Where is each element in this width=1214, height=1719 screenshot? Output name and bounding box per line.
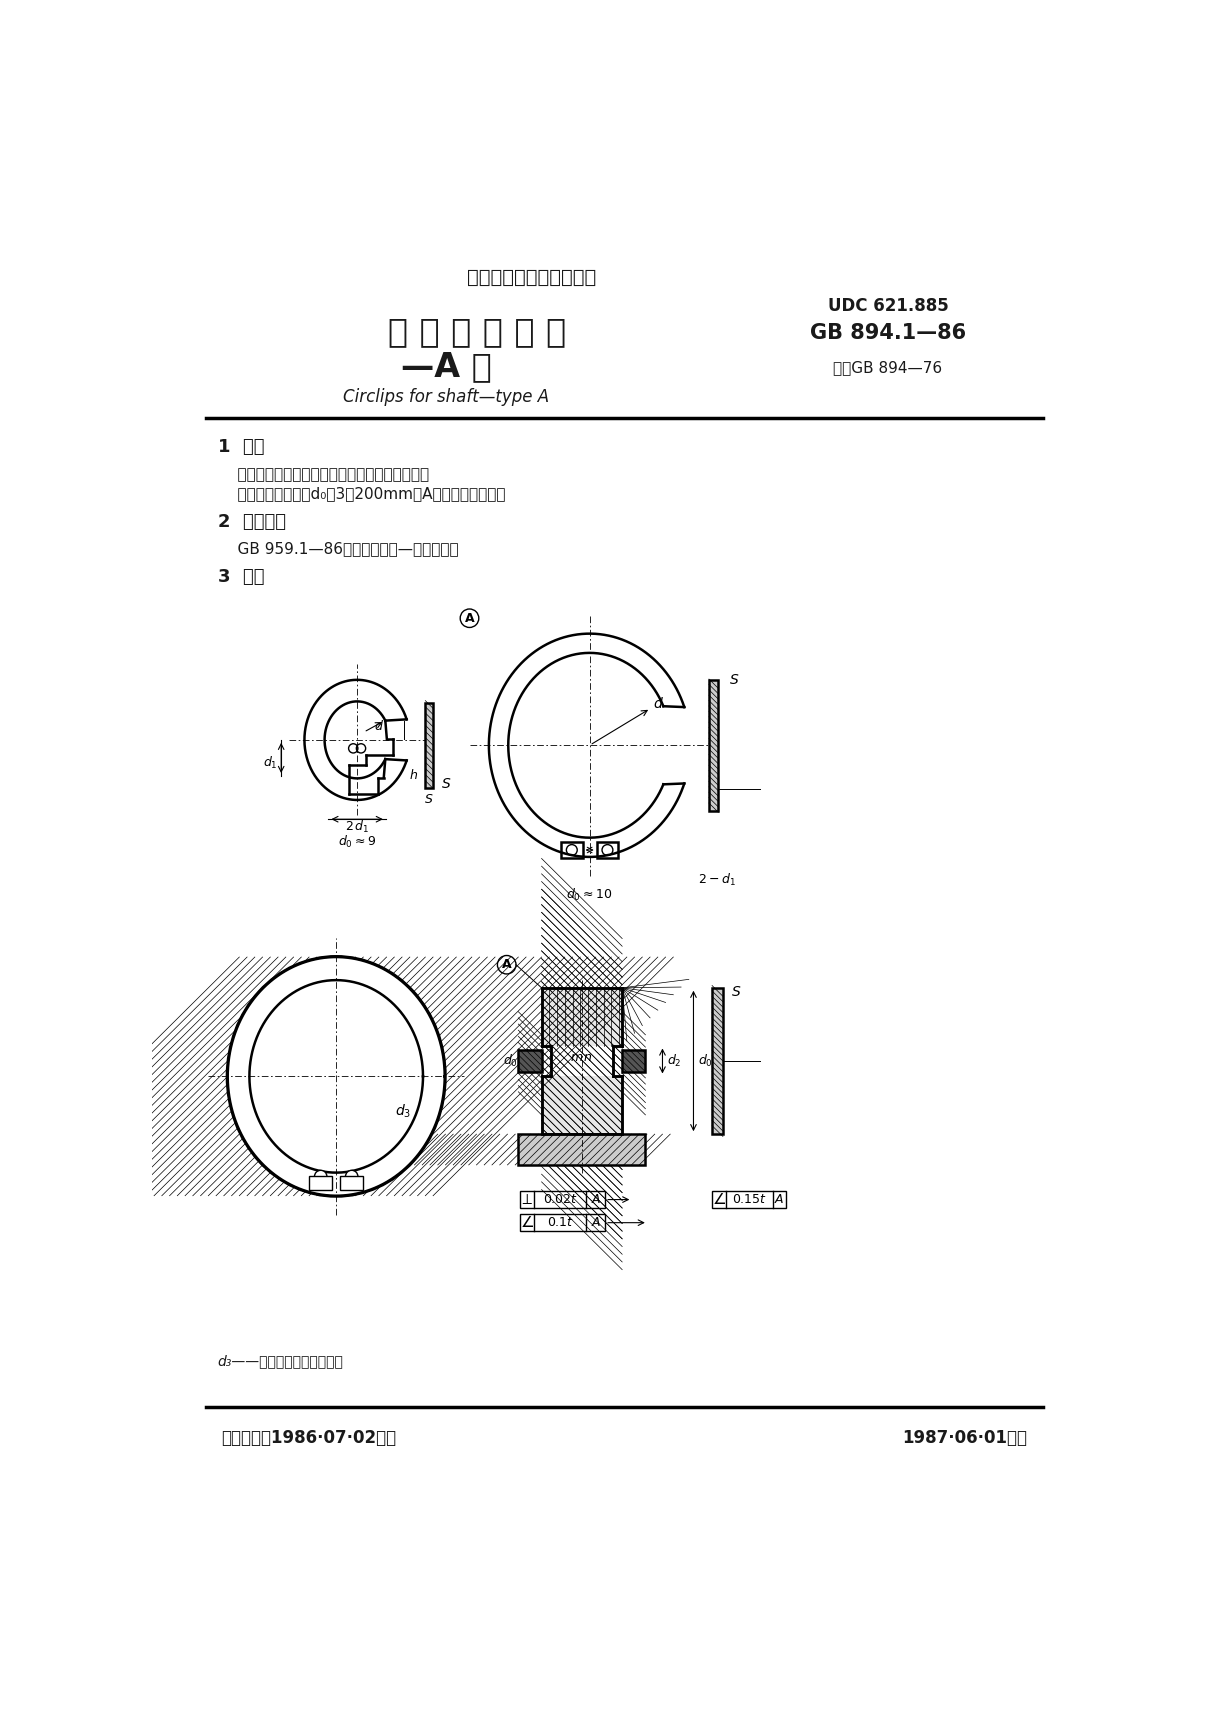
Text: 国家标准尀1986·07·02发布: 国家标准尀1986·07·02发布 bbox=[221, 1428, 397, 1447]
Text: $d_0$: $d_0$ bbox=[504, 1054, 518, 1069]
Bar bbox=[541, 988, 623, 1045]
Text: $S$: $S$ bbox=[441, 777, 452, 791]
Text: $0.02t$: $0.02t$ bbox=[543, 1193, 578, 1207]
Text: $d_0$: $d_0$ bbox=[698, 1054, 713, 1069]
Text: d₃——允许套入的最小孔径。: d₃——允许套入的最小孔径。 bbox=[217, 1355, 344, 1368]
Bar bbox=[425, 703, 433, 787]
Text: $d_1$: $d_1$ bbox=[262, 755, 277, 772]
Bar bbox=[310, 1176, 333, 1190]
Wedge shape bbox=[228, 968, 444, 1184]
Text: 3  尺寸: 3 尺寸 bbox=[217, 569, 265, 586]
Circle shape bbox=[346, 1171, 358, 1183]
Text: $A$: $A$ bbox=[591, 1215, 601, 1229]
Bar bbox=[541, 1076, 623, 1135]
Text: 代替GB 894—76: 代替GB 894—76 bbox=[834, 361, 942, 375]
Text: $0.15t$: $0.15t$ bbox=[732, 1193, 767, 1207]
Text: $0.1t$: $0.1t$ bbox=[546, 1215, 574, 1229]
Text: $n$: $n$ bbox=[583, 1050, 592, 1064]
Text: $S$: $S$ bbox=[730, 672, 739, 688]
Text: UDC 621.885: UDC 621.885 bbox=[828, 297, 948, 315]
Text: 本标准适用于在轴上固定零（部）件用的挡圈。: 本标准适用于在轴上固定零（部）件用的挡圈。 bbox=[217, 468, 429, 481]
Text: 本标准规定了轴径d₀＝3～200mm的A型轴用弹性挡圈。: 本标准规定了轴径d₀＝3～200mm的A型轴用弹性挡圈。 bbox=[217, 486, 505, 500]
Text: A: A bbox=[465, 612, 475, 624]
Text: $S$: $S$ bbox=[732, 985, 742, 999]
Text: $2-d_1$: $2-d_1$ bbox=[698, 872, 736, 889]
Text: GB 894.1—86: GB 894.1—86 bbox=[810, 323, 966, 344]
Text: $A$: $A$ bbox=[591, 1193, 601, 1207]
Text: $d_3$: $d_3$ bbox=[396, 1104, 412, 1121]
Text: —A 型: —A 型 bbox=[401, 351, 492, 383]
Text: $\angle$: $\angle$ bbox=[713, 1191, 726, 1207]
Text: $\angle$: $\angle$ bbox=[520, 1215, 534, 1231]
Bar bbox=[561, 842, 583, 858]
Bar bbox=[713, 1191, 785, 1208]
Text: $\perp$: $\perp$ bbox=[520, 1191, 534, 1207]
Bar bbox=[518, 1135, 646, 1165]
Bar bbox=[596, 842, 618, 858]
Bar bbox=[713, 988, 722, 1135]
Text: $2\,d_1$: $2\,d_1$ bbox=[345, 818, 369, 835]
Text: A: A bbox=[501, 957, 511, 971]
Bar bbox=[520, 1214, 605, 1231]
Ellipse shape bbox=[266, 997, 405, 1155]
Text: 1  引言: 1 引言 bbox=[217, 438, 265, 456]
Text: GB 959.1—86挡圈技术条件—弹性挡圈。: GB 959.1—86挡圈技术条件—弹性挡圈。 bbox=[217, 541, 458, 557]
Bar bbox=[520, 1191, 605, 1208]
Text: $d_0\approx10$: $d_0\approx10$ bbox=[567, 887, 613, 904]
Bar bbox=[340, 1176, 363, 1190]
Text: $h$: $h$ bbox=[409, 768, 418, 782]
Text: $A$: $A$ bbox=[775, 1193, 784, 1207]
Text: $d$: $d$ bbox=[653, 696, 664, 712]
Text: $d$: $d$ bbox=[374, 719, 384, 732]
Bar bbox=[709, 679, 719, 811]
Text: $d_0\approx9$: $d_0\approx9$ bbox=[337, 834, 376, 851]
Circle shape bbox=[314, 1171, 327, 1183]
Text: 轴 用 弹 性 挡 圈: 轴 用 弹 性 挡 圈 bbox=[388, 315, 566, 349]
Text: 2  引用标准: 2 引用标准 bbox=[217, 512, 285, 531]
Ellipse shape bbox=[227, 956, 446, 1196]
Text: $d_2$: $d_2$ bbox=[668, 1054, 682, 1069]
Text: 1987·06·01实施: 1987·06·01实施 bbox=[902, 1428, 1027, 1447]
Bar bbox=[518, 1050, 541, 1071]
Text: $m$: $m$ bbox=[569, 1050, 583, 1064]
Bar bbox=[623, 1050, 646, 1071]
Ellipse shape bbox=[250, 982, 422, 1172]
Text: $S$: $S$ bbox=[425, 792, 433, 806]
Text: 中华人民共和国国家标准: 中华人民共和国国家标准 bbox=[467, 268, 596, 287]
Text: Circlips for shaft—type A: Circlips for shaft—type A bbox=[344, 388, 549, 406]
